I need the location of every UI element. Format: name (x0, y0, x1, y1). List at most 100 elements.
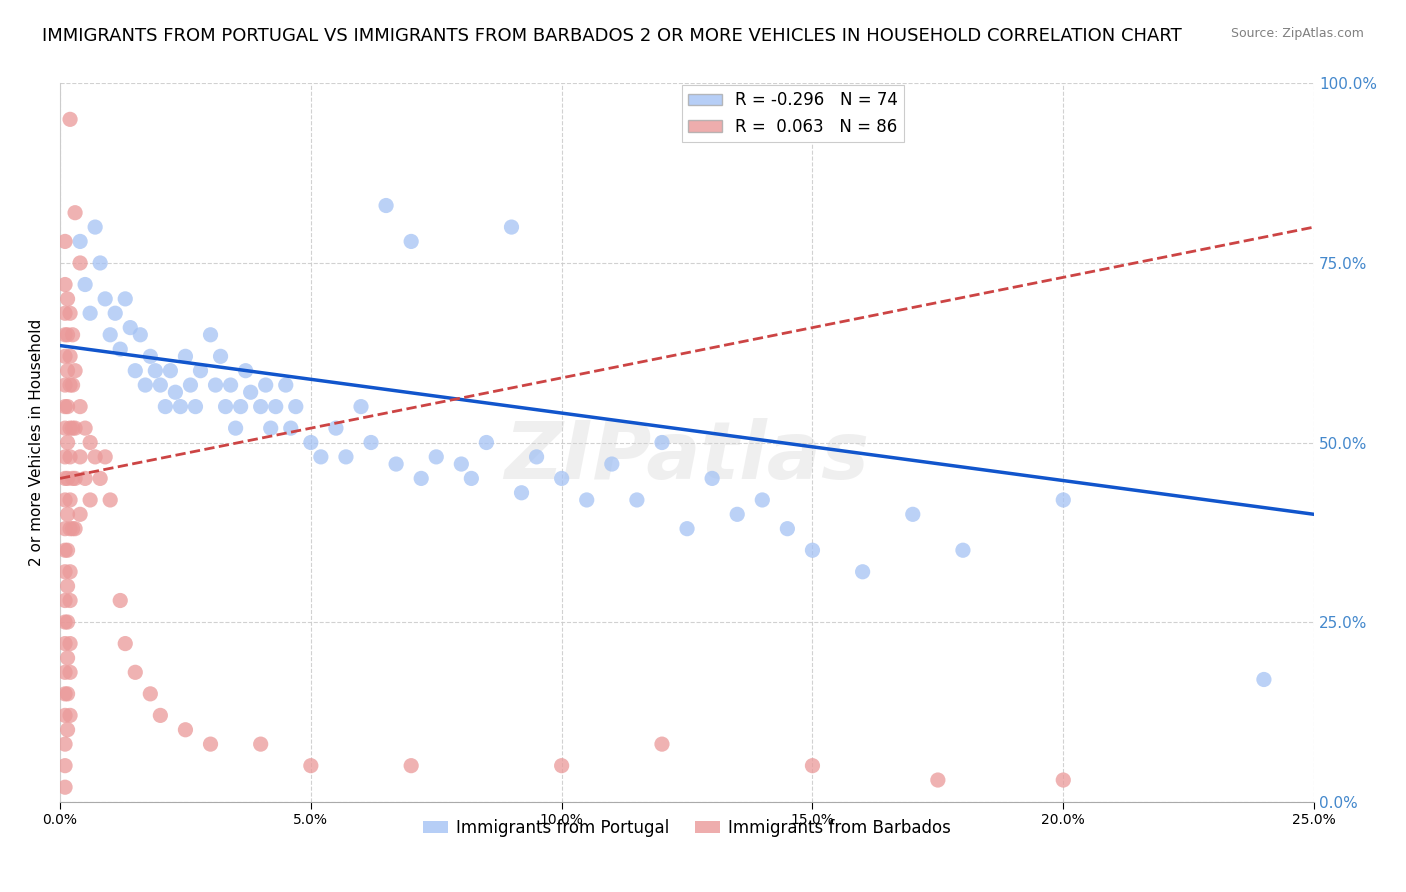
Point (399, 235, 422, 249)
Point (56, 687, 79, 701)
Point (204, 378, 226, 392)
Point (63, 471, 86, 485)
Legend: Immigrants from Portugal, Immigrants from Barbados: Immigrants from Portugal, Immigrants fro… (416, 813, 957, 844)
Point (299, 758, 322, 772)
Point (399, 758, 422, 772)
Point (62, 522, 84, 536)
Point (53, 637, 76, 651)
Point (69, 450, 91, 464)
Point (89, 471, 111, 485)
Point (751, 492, 773, 507)
Point (56, 471, 79, 485)
Point (274, 378, 297, 392)
Point (229, 400, 252, 414)
Point (174, 349, 197, 363)
Point (299, 435, 322, 450)
Point (53, 780, 76, 795)
Point (335, 450, 357, 464)
Point (149, 708, 172, 723)
Point (94, 450, 117, 464)
Point (63, 364, 86, 378)
Point (94, 292, 117, 306)
Point (149, 378, 172, 392)
Point (63, 421, 86, 435)
Point (651, 435, 673, 450)
Point (375, 198, 398, 212)
Point (460, 471, 482, 485)
Point (53, 306, 76, 320)
Point (425, 450, 447, 464)
Point (53, 492, 76, 507)
Point (75, 471, 97, 485)
Point (184, 400, 207, 414)
Point (62, 378, 84, 392)
Point (104, 306, 127, 320)
Point (550, 758, 572, 772)
Point (59, 637, 82, 651)
Point (254, 378, 277, 392)
Point (53, 665, 76, 680)
Point (901, 508, 924, 522)
Point (952, 543, 974, 558)
Point (1052, 492, 1074, 507)
Point (59, 378, 82, 392)
Point (56, 400, 79, 414)
Point (1052, 772, 1074, 787)
Point (159, 364, 181, 378)
Point (165, 385, 187, 400)
Point (79, 306, 101, 320)
Point (53, 349, 76, 363)
Point (200, 327, 222, 342)
Point (110, 342, 132, 356)
Point (350, 400, 373, 414)
Point (69, 400, 91, 414)
Point (169, 400, 191, 414)
Point (475, 435, 498, 450)
Point (124, 364, 146, 378)
Point (63, 205, 86, 219)
Point (75, 421, 97, 435)
Point (89, 256, 111, 270)
Point (575, 492, 598, 507)
Point (225, 421, 247, 435)
Point (179, 378, 201, 392)
Point (84, 450, 107, 464)
Point (53, 565, 76, 579)
Point (69, 235, 91, 249)
Point (110, 593, 132, 607)
Point (209, 349, 232, 363)
Point (75, 277, 97, 292)
Point (56, 364, 79, 378)
Point (56, 579, 79, 593)
Point (53, 421, 76, 435)
Point (53, 378, 76, 392)
Point (53, 615, 76, 629)
Point (59, 421, 82, 435)
Point (114, 637, 136, 651)
Point (53, 235, 76, 249)
Point (56, 435, 79, 450)
Point (79, 435, 101, 450)
Point (62, 421, 84, 435)
Point (53, 277, 76, 292)
Point (129, 327, 152, 342)
Point (235, 364, 257, 378)
Point (801, 758, 824, 772)
Point (200, 737, 222, 751)
Point (56, 651, 79, 665)
Point (700, 471, 723, 485)
Point (59, 112, 82, 127)
Point (651, 737, 673, 751)
Point (53, 522, 76, 536)
Point (139, 687, 162, 701)
Point (801, 543, 824, 558)
Point (776, 522, 799, 536)
Point (53, 737, 76, 751)
Point (264, 400, 287, 414)
Point (59, 450, 82, 464)
Point (98, 492, 121, 507)
Point (53, 327, 76, 342)
Point (62, 471, 84, 485)
Point (53, 450, 76, 464)
Point (174, 723, 197, 737)
